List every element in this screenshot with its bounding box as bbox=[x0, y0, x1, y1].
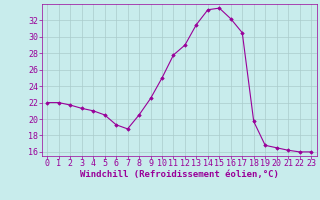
X-axis label: Windchill (Refroidissement éolien,°C): Windchill (Refroidissement éolien,°C) bbox=[80, 170, 279, 179]
